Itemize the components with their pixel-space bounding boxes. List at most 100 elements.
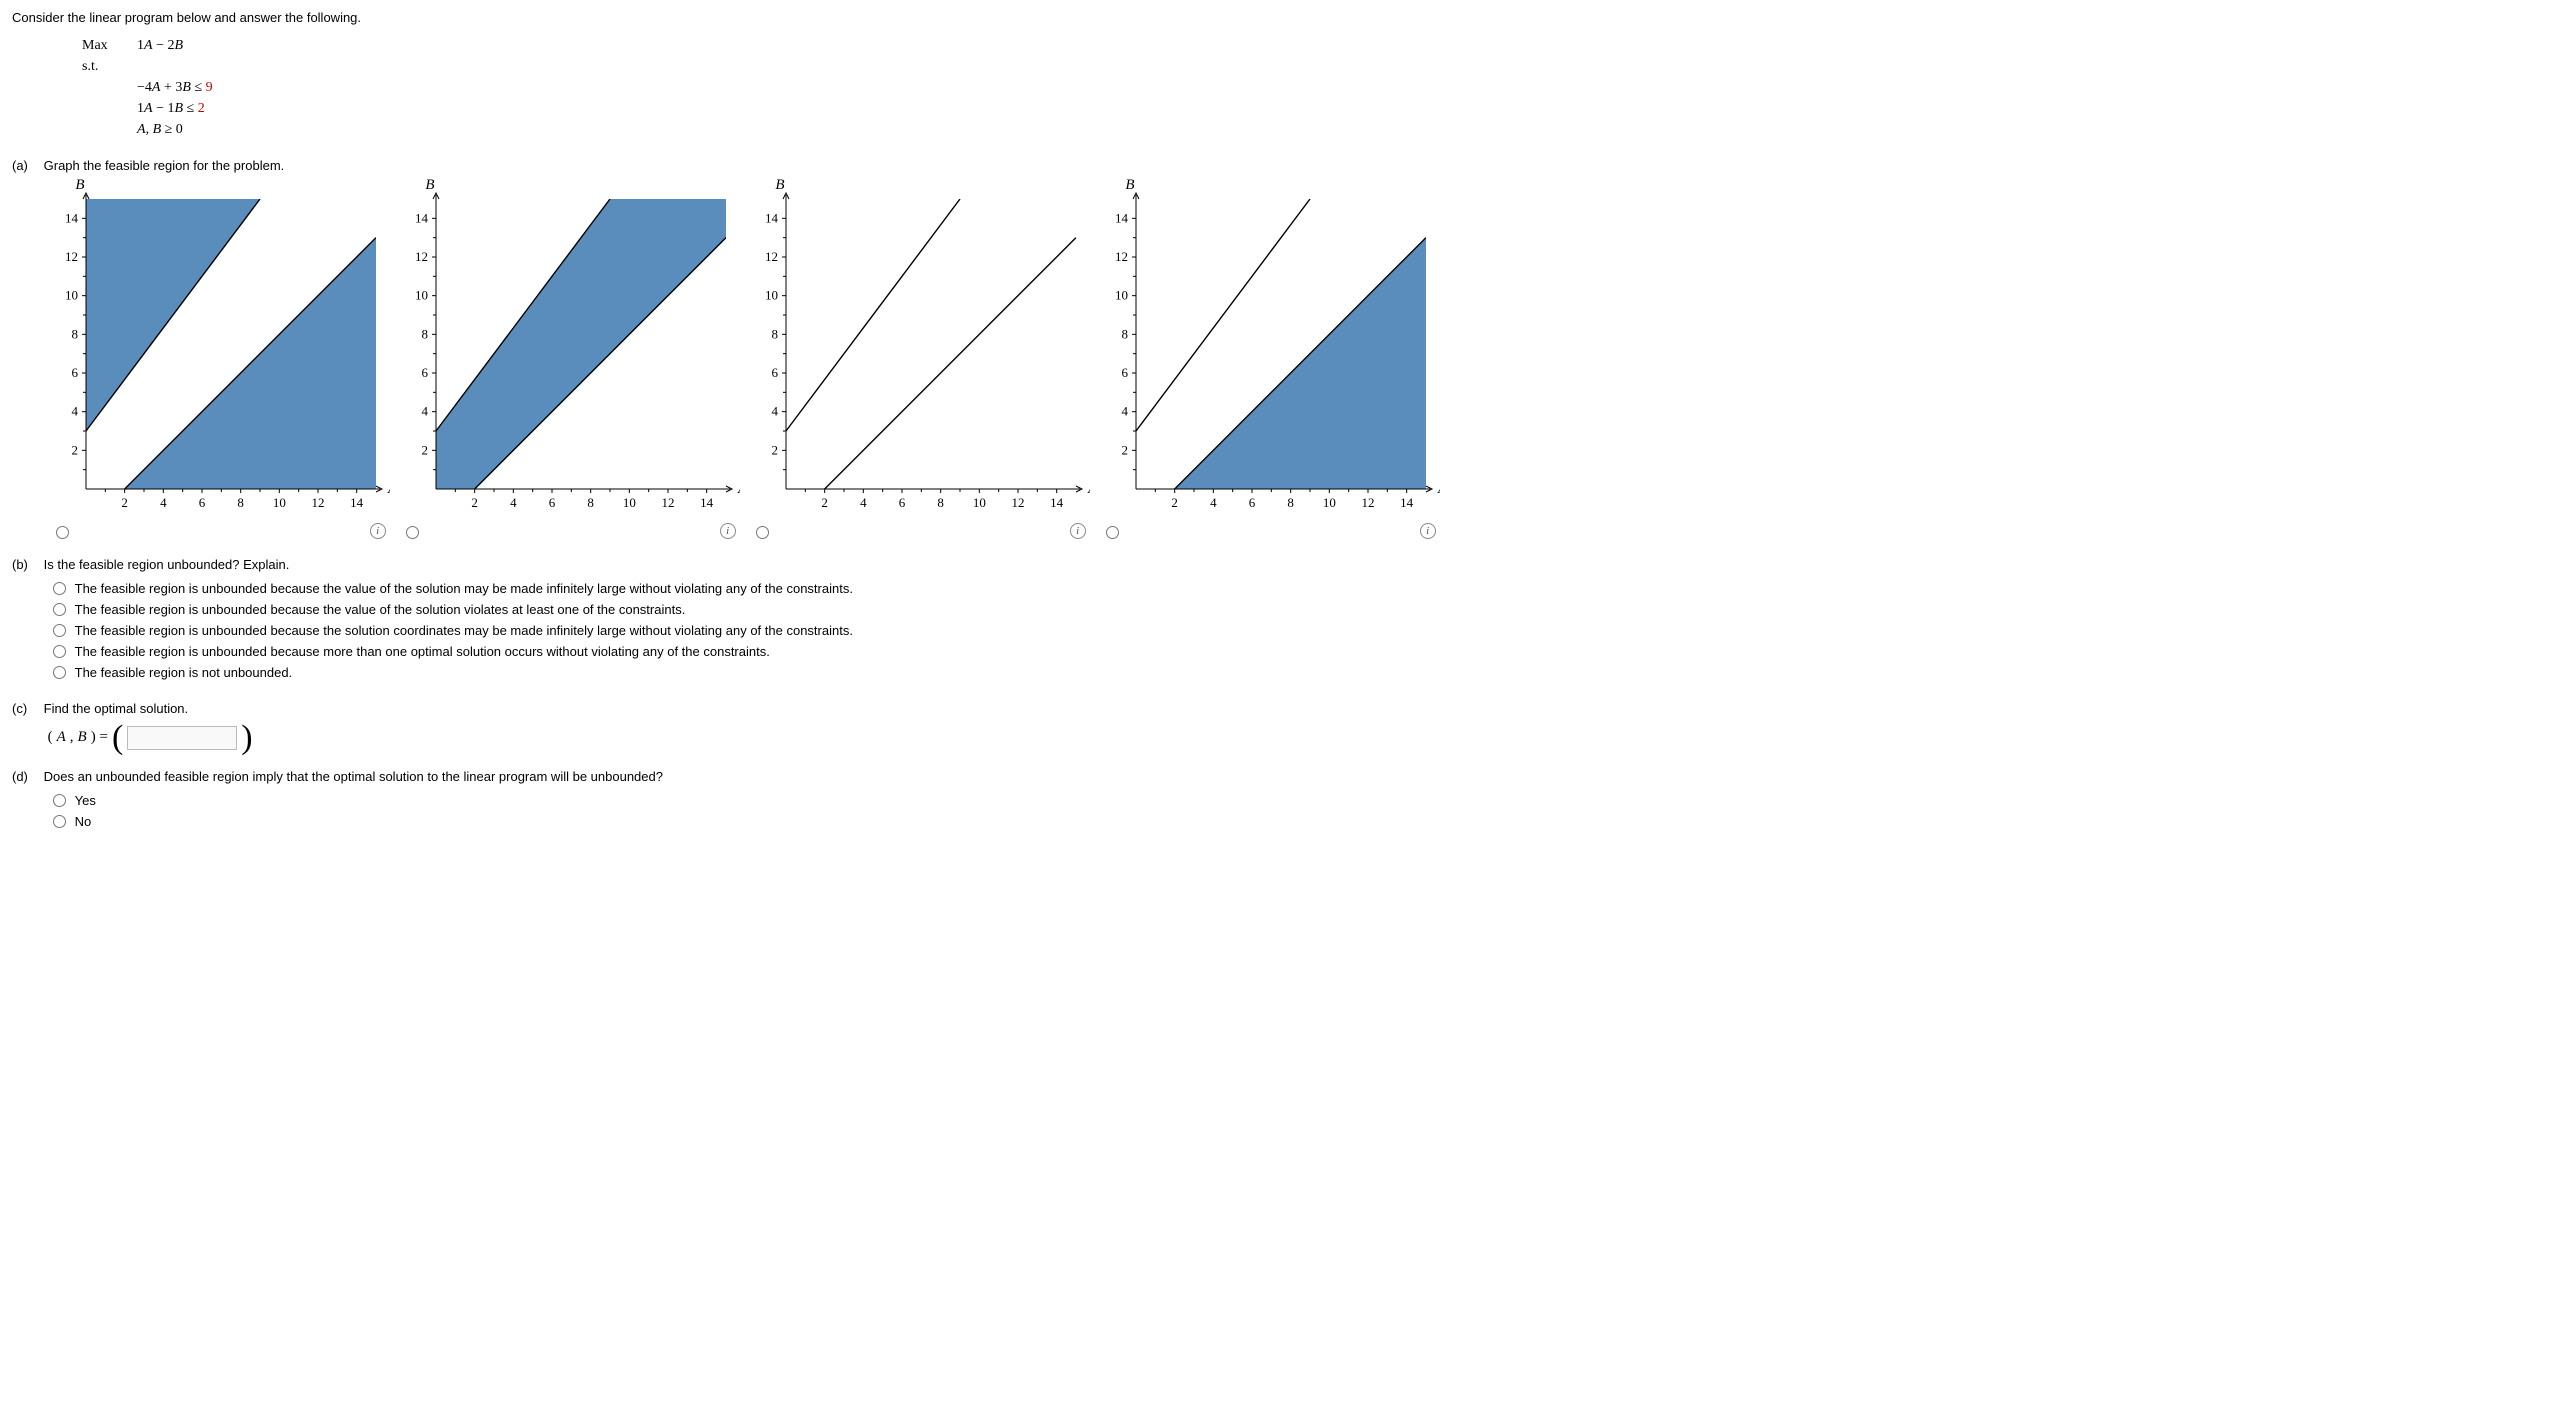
- part-b-option: The feasible region is unbounded because…: [48, 599, 2552, 620]
- part-d: (d) Does an unbounded feasible region im…: [12, 769, 2554, 832]
- graph-option-3: 22446688101012121414AB i: [750, 179, 1090, 539]
- part-b-label: (b): [12, 557, 40, 572]
- graph-option-4: 22446688101012121414AB i: [1100, 179, 1440, 539]
- svg-text:4: 4: [160, 495, 167, 510]
- part-b-option-text: The feasible region is unbounded because…: [75, 644, 770, 659]
- svg-text:14: 14: [1400, 495, 1414, 510]
- svg-text:10: 10: [272, 495, 285, 510]
- graph-radio-3[interactable]: [756, 526, 769, 539]
- part-b-option-text: The feasible region is unbounded because…: [75, 581, 853, 596]
- svg-text:2: 2: [1121, 442, 1128, 457]
- graph-radio-4[interactable]: [1106, 526, 1119, 539]
- svg-text:8: 8: [587, 495, 594, 510]
- svg-text:8: 8: [1287, 495, 1294, 510]
- svg-text:10: 10: [1115, 288, 1128, 303]
- part-c: (c) Find the optimal solution. (A, B) = …: [12, 701, 2554, 751]
- optimal-solution-input[interactable]: [127, 726, 237, 750]
- svg-text:12: 12: [1361, 495, 1374, 510]
- svg-text:12: 12: [65, 249, 78, 264]
- svg-text:10: 10: [622, 495, 635, 510]
- part-d-text: Does an unbounded feasible region imply …: [44, 769, 663, 784]
- part-b-option: The feasible region is unbounded because…: [48, 641, 2552, 662]
- info-icon[interactable]: i: [720, 523, 736, 539]
- svg-text:10: 10: [65, 288, 78, 303]
- part-b-option-text: The feasible region is unbounded because…: [75, 623, 853, 638]
- lp-c1-rhs: 9: [206, 80, 213, 95]
- part-b-text: Is the feasible region unbounded? Explai…: [44, 557, 290, 572]
- svg-text:14: 14: [700, 495, 714, 510]
- svg-text:6: 6: [1248, 495, 1255, 510]
- info-icon[interactable]: i: [1070, 523, 1086, 539]
- svg-text:12: 12: [415, 249, 428, 264]
- open-paren-icon: (: [112, 724, 123, 751]
- graph-option-2: 22446688101012121414AB i: [400, 179, 740, 539]
- svg-text:6: 6: [771, 365, 778, 380]
- svg-text:14: 14: [765, 210, 779, 225]
- lp-constraint-2: 1A − 1B ≤ 2: [137, 98, 2554, 119]
- svg-text:14: 14: [1115, 210, 1129, 225]
- info-icon[interactable]: i: [370, 523, 386, 539]
- svg-text:A: A: [1437, 481, 1440, 497]
- svg-text:8: 8: [771, 326, 778, 341]
- part-d-radio-1[interactable]: [53, 794, 66, 807]
- lp-st-label: s.t.: [82, 56, 137, 77]
- part-b-radio-3[interactable]: [53, 624, 66, 637]
- problem-intro: Consider the linear program below and an…: [12, 10, 2554, 25]
- info-icon[interactable]: i: [1420, 523, 1436, 539]
- part-d-option-text: Yes: [75, 793, 96, 808]
- svg-text:12: 12: [311, 495, 324, 510]
- svg-text:12: 12: [1011, 495, 1024, 510]
- svg-text:B: B: [75, 179, 84, 193]
- part-d-option-text: No: [75, 814, 92, 829]
- part-b-option: The feasible region is unbounded because…: [48, 620, 2552, 641]
- svg-text:2: 2: [71, 442, 78, 457]
- part-c-answer-row: (A, B) = ( ): [48, 724, 2552, 751]
- part-a: (a) Graph the feasible region for the pr…: [12, 158, 2554, 539]
- svg-text:B: B: [775, 179, 784, 193]
- svg-text:6: 6: [898, 495, 905, 510]
- linear-program-block: Max 1A − 2B s.t. −4A + 3B ≤ 9 1A − 1B ≤ …: [82, 35, 2554, 140]
- graph-option-1: 22446688101012121414AB i: [50, 179, 390, 539]
- svg-text:10: 10: [1322, 495, 1335, 510]
- svg-text:2: 2: [821, 495, 828, 510]
- svg-text:10: 10: [972, 495, 985, 510]
- part-b-radio-2[interactable]: [53, 603, 66, 616]
- svg-text:8: 8: [237, 495, 244, 510]
- svg-text:4: 4: [71, 404, 78, 419]
- part-d-radio-2[interactable]: [53, 815, 66, 828]
- part-b-radio-1[interactable]: [53, 582, 66, 595]
- part-c-label: (c): [12, 701, 40, 716]
- svg-text:2: 2: [421, 442, 428, 457]
- part-b-option: The feasible region is unbounded because…: [48, 578, 2552, 599]
- svg-text:2: 2: [471, 495, 478, 510]
- svg-text:6: 6: [1121, 365, 1128, 380]
- part-a-text: Graph the feasible region for the proble…: [44, 158, 285, 173]
- svg-text:4: 4: [421, 404, 428, 419]
- graph-radio-1[interactable]: [56, 526, 69, 539]
- svg-text:14: 14: [65, 210, 79, 225]
- part-b: (b) Is the feasible region unbounded? Ex…: [12, 557, 2554, 683]
- lp-objective: 1A − 2B: [137, 35, 183, 56]
- svg-text:4: 4: [1210, 495, 1217, 510]
- svg-text:10: 10: [415, 288, 428, 303]
- graph-radio-2[interactable]: [406, 526, 419, 539]
- svg-text:8: 8: [71, 326, 78, 341]
- part-b-radio-5[interactable]: [53, 666, 66, 679]
- part-b-radio-4[interactable]: [53, 645, 66, 658]
- svg-text:12: 12: [661, 495, 674, 510]
- svg-text:10: 10: [765, 288, 778, 303]
- lp-c2-rhs: 2: [198, 101, 205, 116]
- svg-text:6: 6: [548, 495, 555, 510]
- part-b-option: The feasible region is not unbounded.: [48, 662, 2552, 683]
- part-c-text: Find the optimal solution.: [44, 701, 189, 716]
- part-b-options: The feasible region is unbounded because…: [48, 578, 2552, 683]
- svg-text:14: 14: [1050, 495, 1064, 510]
- svg-text:6: 6: [71, 365, 78, 380]
- svg-text:12: 12: [1115, 249, 1128, 264]
- svg-text:4: 4: [510, 495, 517, 510]
- svg-text:B: B: [425, 179, 434, 193]
- lp-max-label: Max: [82, 35, 137, 56]
- svg-text:8: 8: [421, 326, 428, 341]
- svg-text:6: 6: [198, 495, 205, 510]
- svg-text:4: 4: [771, 404, 778, 419]
